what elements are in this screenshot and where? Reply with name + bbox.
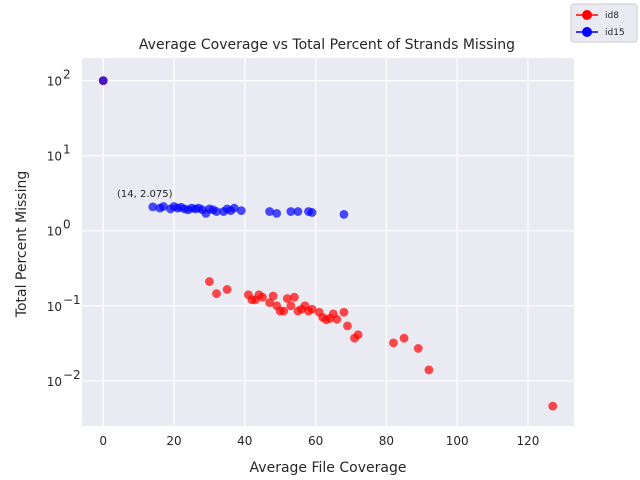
y-tick-exponent: −2 <box>63 368 81 382</box>
data-point-id8 <box>413 344 423 353</box>
data-point-id8 <box>205 277 214 286</box>
data-point-id15 <box>212 207 221 216</box>
y-tick-exponent: 2 <box>63 68 71 82</box>
data-point-id15 <box>148 202 158 212</box>
grid-lines <box>82 58 574 426</box>
legend-marker <box>582 27 592 37</box>
data-point-id8 <box>548 401 558 411</box>
x-axis-title: Average File Coverage <box>250 460 407 476</box>
y-tick-label: 10 <box>47 225 62 239</box>
data-point-id8 <box>286 301 296 311</box>
data-point-id8 <box>389 338 398 348</box>
data-point-id8 <box>212 289 221 299</box>
y-tick-exponent: 1 <box>63 143 71 157</box>
legend-marker <box>582 10 592 20</box>
data-point-id8 <box>332 314 342 324</box>
data-point-id8 <box>289 292 299 302</box>
data-point-id8 <box>222 285 232 294</box>
x-tick-label: 60 <box>308 434 323 448</box>
data-point-id15 <box>98 76 108 85</box>
point-annotation: (14, 2.075) <box>117 189 173 200</box>
data-point-id8 <box>265 298 274 308</box>
data-point-id8 <box>279 306 289 316</box>
x-tick-label: 20 <box>166 434 181 448</box>
y-tick-exponent: −1 <box>63 293 81 307</box>
data-point-id8 <box>353 330 363 340</box>
x-tick-label: 80 <box>379 434 394 448</box>
x-tick-label: 100 <box>446 434 469 448</box>
y-tick-label: 10 <box>47 150 62 164</box>
x-tick-labels: 0 20 40 60 80 100 120 <box>99 434 539 448</box>
x-tick-label: 120 <box>517 434 540 448</box>
legend: id8 id15 <box>570 3 638 43</box>
legend-label: id15 <box>605 28 625 38</box>
data-point-id15 <box>265 207 274 216</box>
data-point-id8 <box>258 292 267 302</box>
y-tick-label: 10 <box>47 375 62 389</box>
data-point-id8 <box>282 294 292 303</box>
data-point-id15 <box>236 206 246 216</box>
data-point-id15 <box>307 208 317 217</box>
data-point-id8 <box>399 333 409 343</box>
data-point-id8 <box>307 304 317 314</box>
legend-box <box>570 3 638 43</box>
data-point-id15 <box>159 202 168 211</box>
y-axis-title: Total Percent Missing <box>14 171 30 318</box>
data-point-id8 <box>424 365 434 375</box>
data-point-id15 <box>339 209 349 219</box>
data-point-id8 <box>343 321 352 331</box>
y-tick-exponent: 0 <box>63 218 71 232</box>
data-points <box>98 76 558 411</box>
y-tick-label: 10 <box>47 75 62 89</box>
plot-area <box>82 58 574 426</box>
data-point-id8 <box>268 291 278 301</box>
data-point-id15 <box>272 209 282 218</box>
chart-title: Average Coverage vs Total Percent of Str… <box>139 37 515 53</box>
legend-label: id8 <box>605 11 619 21</box>
data-point-id15 <box>293 207 303 216</box>
x-tick-label: 0 <box>99 434 107 448</box>
data-point-id15 <box>286 207 296 216</box>
x-tick-label: 40 <box>237 434 252 448</box>
y-tick-label: 10 <box>47 300 62 314</box>
data-point-id8 <box>339 307 349 317</box>
data-point-id15 <box>229 203 239 213</box>
